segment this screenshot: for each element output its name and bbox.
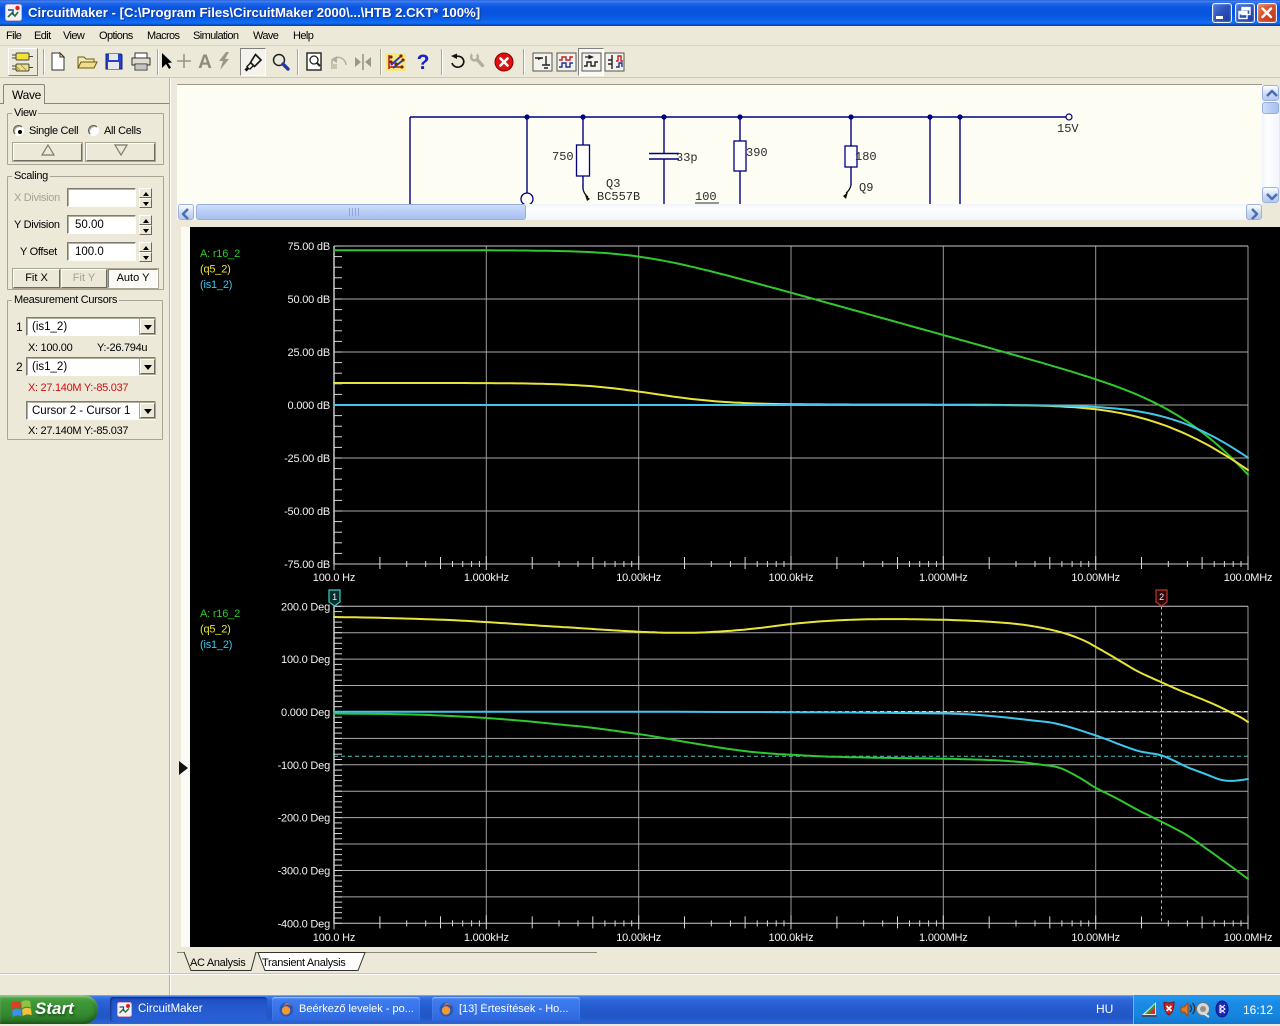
svg-text:Q9: Q9	[859, 181, 873, 195]
svg-text:1.000MHz: 1.000MHz	[919, 932, 968, 944]
svg-text:100.0 Hz: 100.0 Hz	[313, 932, 355, 944]
svg-text:15V: 15V	[1057, 122, 1079, 136]
svg-text:-300.0 Deg: -300.0 Deg	[278, 865, 331, 877]
svg-text:100.0MHz: 100.0MHz	[1224, 572, 1273, 584]
svg-text:10.00kHz: 10.00kHz	[616, 932, 661, 944]
svg-text:0.000 Deg: 0.000 Deg	[281, 707, 330, 719]
svg-text:750: 750	[552, 150, 574, 164]
svg-text:0.000 dB: 0.000 dB	[288, 400, 330, 412]
svg-text:1.000MHz: 1.000MHz	[919, 572, 968, 584]
svg-text:-400.0 Deg: -400.0 Deg	[278, 918, 331, 930]
svg-text:33p: 33p	[676, 151, 698, 165]
svg-text:10.00kHz: 10.00kHz	[616, 572, 661, 584]
svg-text:(is1_2): (is1_2)	[200, 279, 232, 291]
svg-text:390: 390	[746, 146, 768, 160]
svg-text:100.0MHz: 100.0MHz	[1224, 932, 1273, 944]
svg-text:100.0kHz: 100.0kHz	[769, 572, 814, 584]
svg-text:(q5_2): (q5_2)	[200, 624, 231, 636]
svg-text:A: r16_2: A: r16_2	[200, 248, 240, 260]
svg-text:(q5_2): (q5_2)	[200, 264, 231, 276]
svg-text:10.00MHz: 10.00MHz	[1071, 572, 1120, 584]
svg-text:200.0 Deg: 200.0 Deg	[281, 601, 330, 613]
svg-text:1: 1	[332, 592, 337, 602]
svg-text:180: 180	[855, 150, 877, 164]
svg-text:100: 100	[695, 190, 717, 204]
svg-text:100.0 Hz: 100.0 Hz	[313, 572, 355, 584]
svg-text:-200.0 Deg: -200.0 Deg	[278, 813, 331, 825]
svg-text:-75.00 dB: -75.00 dB	[284, 559, 330, 571]
svg-text:10.00MHz: 10.00MHz	[1071, 932, 1120, 944]
svg-text:-50.00 dB: -50.00 dB	[284, 506, 330, 518]
svg-text:BC557B: BC557B	[597, 190, 640, 204]
svg-text:1.000kHz: 1.000kHz	[464, 572, 509, 584]
svg-text:A: A	[198, 52, 212, 72]
svg-text:AC Analysis: AC Analysis	[190, 957, 246, 969]
svg-text:1.000kHz: 1.000kHz	[464, 932, 509, 944]
svg-text:100.0kHz: 100.0kHz	[769, 932, 814, 944]
svg-text:75.00 dB: 75.00 dB	[288, 241, 330, 253]
svg-text:Transient Analysis: Transient Analysis	[262, 957, 346, 969]
svg-text:A: r16_2: A: r16_2	[200, 608, 240, 620]
svg-text:-100.0 Deg: -100.0 Deg	[278, 760, 331, 772]
svg-text:2: 2	[1159, 592, 1164, 602]
svg-text:Q3: Q3	[606, 177, 620, 191]
svg-text:?: ?	[417, 52, 430, 72]
svg-text:50.00 dB: 50.00 dB	[288, 294, 330, 306]
svg-text:-25.00 dB: -25.00 dB	[284, 453, 330, 465]
svg-text:(is1_2): (is1_2)	[200, 639, 232, 651]
svg-text:25.00 dB: 25.00 dB	[288, 347, 330, 359]
svg-text:100.0 Deg: 100.0 Deg	[281, 654, 330, 666]
